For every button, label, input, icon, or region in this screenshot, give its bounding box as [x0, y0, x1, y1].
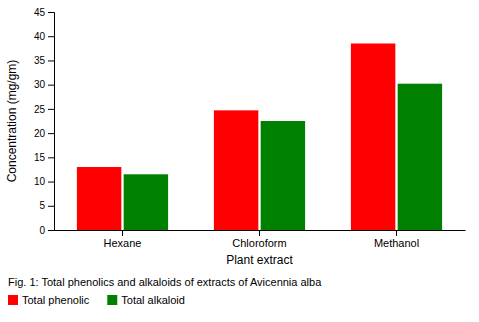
legend-item: Total alkaloid [107, 294, 185, 306]
y-tick-mark [48, 133, 54, 134]
bar-series [77, 43, 395, 230]
y-tick: 40 [34, 31, 54, 42]
x-axis: Hexane Chloroform Methanol [55, 230, 466, 249]
y-axis: 0 5 10 15 20 25 30 35 40 45 [34, 7, 55, 236]
x-tick-label: Hexane [104, 237, 142, 249]
y-tick-mark [48, 182, 54, 183]
chart: Hexane Chloroform Methanol 0 5 10 15 20 25 30 35 40… [0, 0, 479, 322]
y-tick-mark [48, 206, 54, 207]
y-tick-mark [48, 109, 54, 110]
bar [124, 174, 168, 230]
x-tick-label: Methanol [374, 237, 419, 249]
y-tick: 45 [34, 7, 54, 18]
y-tick-label: 5 [39, 200, 45, 211]
y-tick-mark [48, 230, 54, 231]
legend: Total phenolic Total alkaloid [8, 294, 185, 306]
x-tick: Methanol [374, 230, 419, 249]
y-tick-label: 0 [39, 225, 45, 236]
y-tick-label: 10 [34, 176, 46, 187]
y-tick: 35 [34, 55, 54, 66]
y-tick-label: 25 [34, 104, 46, 115]
x-axis-title: Plant extract [226, 253, 293, 267]
y-tick-mark [48, 12, 54, 13]
legend-swatch [107, 295, 117, 305]
caption: Fig. 1: Total phenolics and alkaloids of… [8, 276, 322, 288]
x-tick: Chloroform [232, 230, 286, 249]
legend-item: Total phenolic [8, 294, 90, 306]
y-axis-title: Concentration (mg/gm) [5, 60, 19, 183]
y-tick-label: 40 [34, 31, 46, 42]
y-tick-mark [48, 60, 54, 61]
x-tick-label: Chloroform [232, 237, 286, 249]
y-tick: 20 [34, 128, 54, 139]
bar-series [124, 84, 442, 230]
legend-label: Total alkaloid [121, 294, 185, 306]
y-tick-mark [48, 36, 54, 37]
bar [77, 167, 121, 230]
y-tick: 5 [39, 200, 54, 211]
legend-swatch [8, 295, 18, 305]
legend-label: Total phenolic [22, 294, 90, 306]
y-tick-label: 35 [34, 55, 46, 66]
x-tick-mark [122, 230, 123, 236]
bar [214, 110, 258, 230]
y-tick: 15 [34, 152, 54, 163]
y-tick-mark [48, 85, 54, 86]
x-tick-mark [259, 230, 260, 236]
y-tick: 0 [39, 225, 54, 236]
y-tick: 30 [34, 79, 54, 90]
y-tick-mark [48, 157, 54, 158]
bar [261, 121, 305, 230]
y-tick: 10 [34, 176, 54, 187]
bar [398, 84, 442, 230]
y-tick-label: 20 [34, 128, 46, 139]
y-tick-label: 45 [34, 7, 46, 18]
bars [77, 43, 442, 230]
x-tick-mark [396, 230, 397, 236]
x-tick: Hexane [104, 230, 142, 249]
y-tick-label: 30 [34, 79, 46, 90]
y-tick: 25 [34, 104, 54, 115]
y-tick-label: 15 [34, 152, 46, 163]
bar [351, 43, 395, 230]
y-axis-line [48, 13, 55, 231]
